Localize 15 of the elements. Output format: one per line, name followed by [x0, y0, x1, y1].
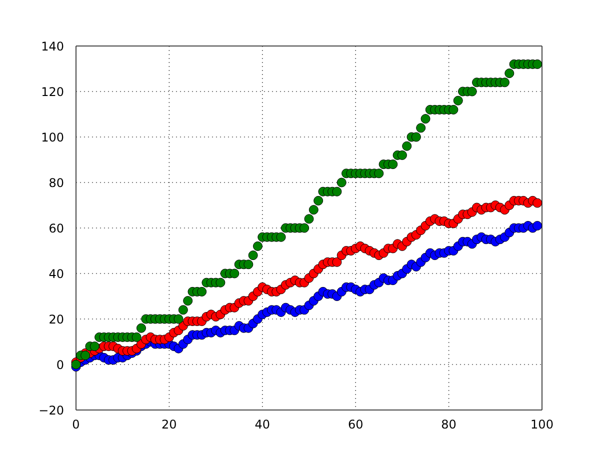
y-tick-label: 40 [48, 266, 64, 281]
x-tick-label: 100 [530, 418, 554, 432]
y-tick-label: 100 [41, 130, 64, 144]
y-tick-label: −20 [38, 403, 64, 418]
x-tick-label: 0 [72, 418, 80, 432]
y-tick-label: 0 [56, 358, 64, 372]
y-tick-label: 60 [48, 221, 64, 236]
x-tick-label: 40 [254, 418, 270, 432]
x-tick-label: 80 [441, 418, 456, 432]
x-tick-label: 60 [348, 418, 364, 432]
y-tick-label: 20 [48, 312, 64, 326]
y-tick-label: 80 [48, 176, 64, 190]
y-tick-label: 140 [41, 39, 64, 54]
y-tick-label: 120 [41, 84, 64, 99]
x-tick-label: 20 [162, 418, 177, 432]
